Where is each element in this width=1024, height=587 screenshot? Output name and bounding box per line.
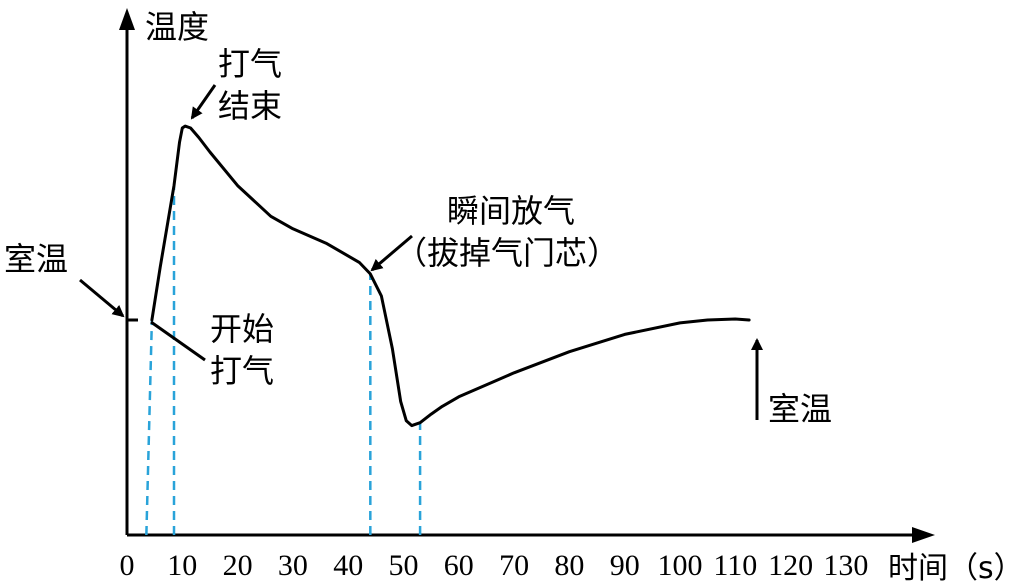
- release-label-line2: （拔掉气门芯）: [395, 234, 619, 272]
- y-axis-arrow-icon: [119, 8, 135, 30]
- end-pump-pointer: [190, 84, 217, 120]
- x-tick-label: 90: [610, 549, 640, 582]
- room-temp-label-left: 室温: [4, 240, 68, 278]
- x-tick-labels: 0 10 20 30 40 50 60 70 80 90 100 110 120 130: [120, 549, 869, 582]
- x-tick-label: 20: [223, 549, 253, 582]
- x-tick-label: 100: [658, 549, 703, 582]
- end-pump-label-line2: 结束: [218, 87, 282, 125]
- x-tick-label: 10: [167, 549, 197, 582]
- release-label-line1: 瞬间放气: [447, 192, 575, 230]
- x-tick-label: 80: [554, 549, 584, 582]
- start-pump-label-line2: 打气: [210, 352, 274, 390]
- release-pointer: [370, 234, 413, 272]
- x-tick-label: 60: [444, 549, 474, 582]
- start-pump-label-line1: 开始: [210, 310, 274, 348]
- x-tick-label: 40: [333, 549, 363, 582]
- x-axis-arrow-icon: [912, 527, 935, 543]
- x-tick-label: 130: [823, 549, 868, 582]
- end-pump-label-line1: 打气: [218, 45, 282, 83]
- reference-line: [145, 319, 154, 536]
- x-tick-label: 0: [120, 549, 135, 582]
- x-tick-label: 30: [278, 549, 308, 582]
- x-axis-label: 时间（s）: [888, 551, 1024, 586]
- x-tick-label: 50: [389, 549, 419, 582]
- y-axis-label: 温度: [145, 8, 209, 46]
- x-tick-label: 120: [768, 549, 813, 582]
- start-pump-leader: [150, 320, 206, 362]
- x-tick-label: 110: [713, 549, 757, 582]
- room-temp-pointer: [79, 278, 125, 318]
- reference-lines: [145, 185, 422, 536]
- temperature-curve: [150, 124, 751, 428]
- x-tick-label: 70: [499, 549, 529, 582]
- room-temp-label-right: 室温: [768, 390, 832, 428]
